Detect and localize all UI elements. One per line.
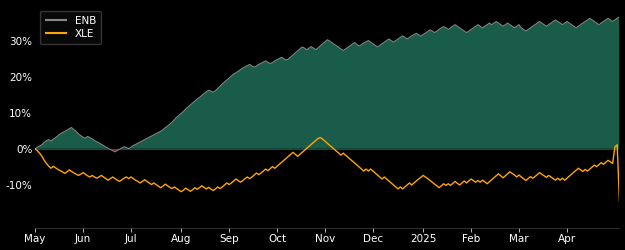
Legend: ENB, XLE: ENB, XLE (40, 11, 101, 44)
